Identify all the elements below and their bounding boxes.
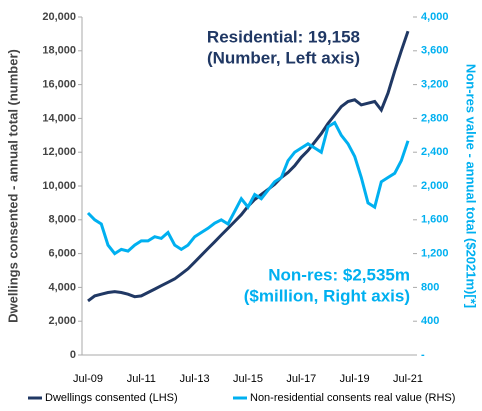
- y2-tick-label: 2,400: [421, 146, 449, 158]
- y2-tick-label: 3,200: [421, 79, 449, 91]
- y2-tick-label: 2,000: [421, 180, 449, 192]
- series-line: [87, 30, 410, 303]
- y2-tick-label: 2,800: [421, 112, 449, 124]
- y-tick-label: 12,000: [42, 146, 76, 158]
- annotation: ($million, Right axis): [244, 286, 410, 305]
- x-tick-label: Jul-09: [73, 373, 103, 385]
- y2-tick-label: 800: [421, 281, 439, 293]
- annotation: (Number, Left axis): [207, 48, 360, 67]
- y2-tick-label: 3,600: [421, 45, 449, 57]
- x-tick-label: Jul-19: [340, 373, 370, 385]
- annotation: Non-res: $2,535m: [268, 265, 410, 284]
- y-tick-label: 18,000: [42, 45, 76, 57]
- y-tick-label: 6,000: [48, 248, 76, 260]
- y-tick-label: 20,000: [42, 11, 76, 23]
- y2-tick-label: 1,600: [421, 214, 449, 226]
- y-tick-label: 0: [70, 349, 76, 361]
- y-tick-label: 2,000: [48, 315, 76, 327]
- y2-tick-label: 4,000: [421, 11, 449, 23]
- y-tick-label: 10,000: [42, 180, 76, 192]
- x-tick-label: Jul-15: [233, 373, 263, 385]
- y-axis-title: Dwellings consented - annual total (numb…: [5, 49, 20, 323]
- series-line: [86, 120, 410, 256]
- y-tick-label: 4,000: [48, 281, 76, 293]
- y-tick-label: 16,000: [42, 79, 76, 91]
- legend-label: Non-residential consents real value (RHS…: [250, 392, 455, 404]
- y2-axis-title: Non-res value - annual total ($2021m)[*]: [464, 64, 479, 308]
- x-tick-label: Jul-17: [286, 373, 316, 385]
- y-tick-label: 8,000: [48, 214, 76, 226]
- x-tick-label: Jul-21: [393, 373, 423, 385]
- x-tick-label: Jul-11: [127, 373, 156, 385]
- y2-tick-label: 1,200: [421, 248, 449, 260]
- annotation: Residential: 19,158: [207, 27, 360, 46]
- y2-tick-label: 400: [421, 315, 439, 327]
- y2-tick-label: -: [421, 349, 425, 361]
- x-tick-label: Jul-13: [180, 373, 210, 385]
- y-tick-label: 14,000: [42, 112, 76, 124]
- legend-label: Dwellings consented (LHS): [45, 392, 178, 404]
